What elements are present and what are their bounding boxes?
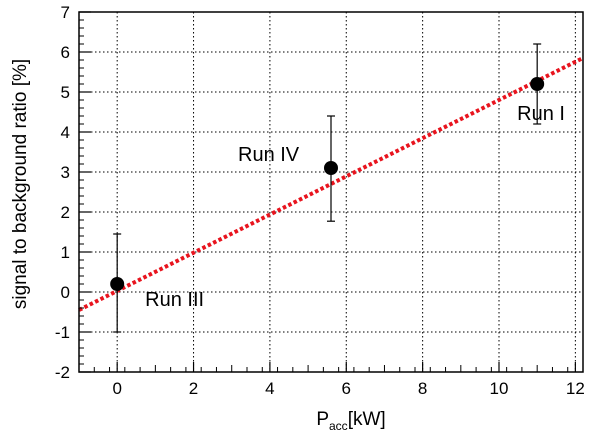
y-tick-label: 3 bbox=[61, 163, 70, 182]
data-points bbox=[110, 43, 545, 333]
x-tick-label: 6 bbox=[342, 379, 351, 398]
x-tick-label: 12 bbox=[566, 379, 585, 398]
fit-line bbox=[78, 56, 584, 312]
x-tick-label: 2 bbox=[189, 379, 198, 398]
data-point bbox=[110, 277, 125, 291]
run-label: Run IV bbox=[238, 144, 300, 166]
x-tick-label: 4 bbox=[265, 379, 274, 398]
y-tick-label: 5 bbox=[61, 83, 70, 102]
y-tick-label: 4 bbox=[61, 123, 70, 142]
x-axis-label: Pacc[kW] bbox=[316, 409, 385, 433]
run-label: Run I bbox=[517, 103, 565, 125]
x-tick-label: 8 bbox=[418, 379, 427, 398]
x-axis-label-main: P bbox=[316, 409, 329, 430]
x-tick-label: 10 bbox=[490, 379, 509, 398]
y-tick-label: 0 bbox=[61, 283, 70, 302]
y-tick-label: 7 bbox=[61, 3, 70, 22]
y-tick-label: 2 bbox=[61, 203, 70, 222]
fit-line-group bbox=[78, 56, 584, 312]
x-axis-label-unit: [kW] bbox=[348, 409, 386, 430]
y-tick-label: -1 bbox=[55, 323, 70, 342]
y-tick-label: -2 bbox=[55, 363, 70, 382]
plot-frame bbox=[78, 11, 584, 373]
y-axis-label: signal to background ratio [%] bbox=[10, 59, 31, 309]
y-tick-label: 1 bbox=[61, 243, 70, 262]
y-tick-label: 6 bbox=[61, 43, 70, 62]
data-point bbox=[530, 77, 545, 91]
x-axis-label-sub: acc bbox=[329, 419, 348, 433]
run-label: Run III bbox=[145, 289, 204, 311]
x-tick-label: 0 bbox=[112, 379, 121, 398]
axis-ticks bbox=[78, 11, 576, 373]
data-point bbox=[324, 161, 338, 175]
run-labels: Run III Run IV Run I bbox=[145, 103, 565, 311]
